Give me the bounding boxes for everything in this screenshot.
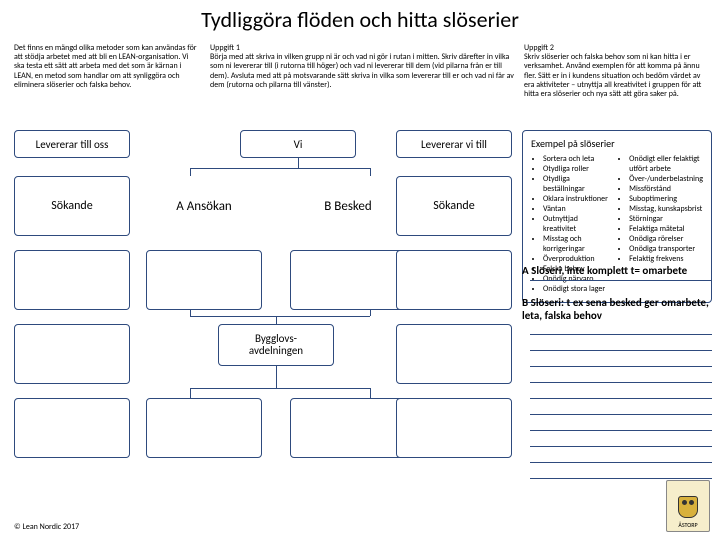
statement-b: B Slöseri: t ex sena besked ger omarbete… <box>522 296 720 322</box>
writing-line <box>530 478 712 479</box>
connector <box>298 158 299 168</box>
task2-body: Skriv slöserier och falska behov som ni … <box>524 52 701 99</box>
empty-box <box>146 250 262 310</box>
copyright: © Lean Nordic 2017 <box>14 522 79 532</box>
connector <box>190 388 191 398</box>
examples-list-right: Onödigt eller felaktigt utfört arbeteÖve… <box>617 154 703 264</box>
example-item: Onödiga rörelser <box>629 234 703 244</box>
header-levererar-till-oss: Levererar till oss <box>14 130 130 158</box>
empty-box <box>14 324 130 384</box>
writing-line <box>530 414 712 415</box>
example-item: Misstag, kunskapsbrist <box>629 204 703 214</box>
empty-box <box>14 398 130 458</box>
statement-a-underline <box>530 280 712 281</box>
task1-body: Börja med att skriva in vilken grupp ni … <box>210 52 514 90</box>
connector <box>370 310 371 316</box>
example-item: Onödiga transporter <box>629 244 703 254</box>
example-item: Outnyttjad kreativitet <box>543 214 611 234</box>
writing-line <box>530 398 712 399</box>
example-item: Överproduktion <box>543 254 611 264</box>
empty-box <box>290 250 406 310</box>
examples-panel: Exempel på slöserier Sortera och letaOty… <box>522 130 712 303</box>
empty-box <box>396 250 512 310</box>
example-item: Misstag och korrigeringar <box>543 234 611 254</box>
example-item: Suboptimering <box>629 194 703 204</box>
header-levererar-vi-till: Levererar vi till <box>396 130 512 158</box>
example-item: Sortera och leta <box>543 154 611 164</box>
connector <box>190 388 370 389</box>
box-besked: B Besked <box>290 176 406 236</box>
task1: Uppgift 1 Börja med att skriva in vilken… <box>210 44 520 90</box>
example-item: Felaktiga mätetal <box>629 224 703 234</box>
connector <box>276 366 277 388</box>
example-item: Missförstånd <box>629 184 703 194</box>
connector <box>276 316 277 324</box>
example-item: Felaktig frekvens <box>629 254 703 264</box>
page-title: Tydliggöra flöden och hitta slöserier <box>0 6 720 33</box>
connector <box>190 168 370 169</box>
box-bygglovsavdelningen: Bygglovs- avdelningen <box>218 324 334 366</box>
empty-box <box>396 324 512 384</box>
writing-line <box>530 366 712 367</box>
empty-box <box>290 398 406 458</box>
example-item: Onödigt eller felaktigt utfört arbete <box>629 154 703 174</box>
connector <box>190 316 370 317</box>
statement-a: A Slöseri, inte komplett t= omarbete <box>522 264 717 277</box>
task2: Uppgift 2 Skriv slöserier och falska beh… <box>524 44 710 99</box>
writing-line <box>530 382 712 383</box>
writing-line <box>530 462 712 463</box>
header-vi: Vi <box>240 130 356 158</box>
examples-title: Exempel på slöserier <box>531 137 703 150</box>
box-sokande-right: Sökande <box>396 176 512 236</box>
example-item: Oklara instruktioner <box>543 194 611 204</box>
empty-box <box>146 398 262 458</box>
example-item: Över-/underbelastning <box>629 174 703 184</box>
example-item: Otydliga beställningar <box>543 174 611 194</box>
example-item: Onödigt stora lager <box>543 284 611 294</box>
writing-line <box>530 430 712 431</box>
logo-label: ÅSTORP <box>678 521 697 529</box>
box-sokande-left: Sökande <box>14 176 130 236</box>
writing-line <box>530 334 712 335</box>
astorp-logo: ÅSTORP <box>666 480 710 532</box>
intro-text: Det finns en mängd olika metoder som kan… <box>14 44 200 90</box>
example-item: Väntan <box>543 204 611 214</box>
writing-line <box>530 446 712 447</box>
empty-box <box>396 398 512 458</box>
example-item: Störningar <box>629 214 703 224</box>
empty-box <box>14 250 130 310</box>
example-item: Otydliga roller <box>543 164 611 174</box>
writing-line <box>530 350 712 351</box>
crest-icon <box>678 496 698 518</box>
box-ansokan: A Ansökan <box>146 176 262 236</box>
connector <box>370 388 371 398</box>
